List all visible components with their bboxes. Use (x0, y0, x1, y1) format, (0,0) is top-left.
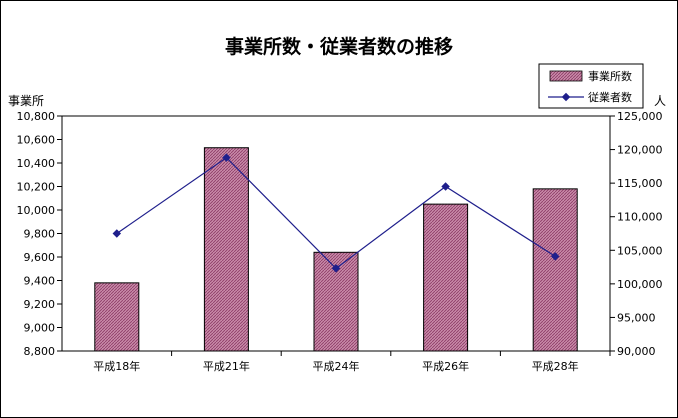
right-tick-label: 100,000 (617, 278, 663, 291)
legend-bar-swatch (549, 70, 583, 82)
left-tick-label: 10,000 (17, 204, 56, 217)
x-tick-label: 平成21年 (203, 359, 250, 373)
left-tick-label: 9,000 (24, 322, 56, 335)
left-tick-label: 9,400 (24, 275, 56, 288)
left-tick-label: 10,200 (17, 181, 56, 194)
bar (94, 282, 140, 352)
left-tick-label: 8,800 (24, 345, 56, 358)
x-tick-label: 平成24年 (313, 359, 360, 373)
right-axis-title: 人 (654, 94, 666, 108)
legend-label-line: 従業者数 (588, 91, 632, 104)
left-tick-label: 9,200 (24, 298, 56, 311)
left-tick-label: 9,600 (24, 251, 56, 264)
legend-label-bar: 事業所数 (588, 70, 632, 83)
right-tick-label: 125,000 (617, 110, 663, 123)
left-axis-title: 事業所 (8, 94, 44, 108)
bar (532, 188, 578, 352)
bar (203, 147, 249, 352)
right-tick-label: 115,000 (617, 177, 663, 190)
bar (423, 203, 469, 352)
right-tick-label: 120,000 (617, 144, 663, 157)
right-tick-label: 95,000 (617, 311, 656, 324)
left-tick-label: 10,800 (17, 110, 56, 123)
line-point (441, 182, 450, 191)
line-point (222, 153, 231, 162)
line-point (112, 229, 122, 238)
line-point (331, 264, 341, 273)
x-tick-label: 平成18年 (93, 359, 140, 373)
x-tick-label: 平成26年 (422, 359, 469, 373)
right-tick-label: 105,000 (617, 244, 663, 257)
plot-area: 8,800 9,000 9,200 9,400 9,600 9,800 10,000 10,2… (17, 110, 663, 373)
right-tick-label: 90,000 (617, 345, 656, 358)
left-tick-label: 10,400 (17, 157, 56, 170)
left-tick-label: 9,800 (24, 228, 56, 241)
legend: 事業所数 従業者数 (538, 63, 644, 109)
chart-title: 事業所数・従業者数の推移 (225, 35, 453, 58)
x-tick-label: 平成28年 (532, 359, 579, 373)
left-tick-label: 10,600 (17, 134, 56, 147)
right-tick-label: 110,000 (617, 211, 663, 224)
